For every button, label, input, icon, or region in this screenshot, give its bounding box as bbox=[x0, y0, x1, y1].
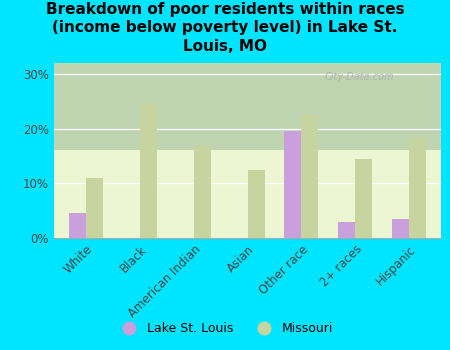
Bar bbox=[86, 178, 104, 238]
Bar bbox=[140, 104, 157, 238]
Text: City-Data.com: City-Data.com bbox=[325, 72, 395, 82]
Bar bbox=[284, 131, 301, 238]
Legend: Lake St. Louis, Missouri: Lake St. Louis, Missouri bbox=[112, 317, 338, 340]
Bar bbox=[355, 159, 372, 238]
Bar bbox=[409, 137, 426, 238]
Bar bbox=[392, 219, 409, 238]
Bar bbox=[194, 145, 211, 238]
Bar bbox=[248, 170, 265, 238]
Bar bbox=[301, 115, 319, 238]
Text: Breakdown of poor residents within races
(income below poverty level) in Lake St: Breakdown of poor residents within races… bbox=[46, 2, 404, 54]
Bar bbox=[69, 214, 86, 238]
Bar bbox=[338, 222, 355, 238]
